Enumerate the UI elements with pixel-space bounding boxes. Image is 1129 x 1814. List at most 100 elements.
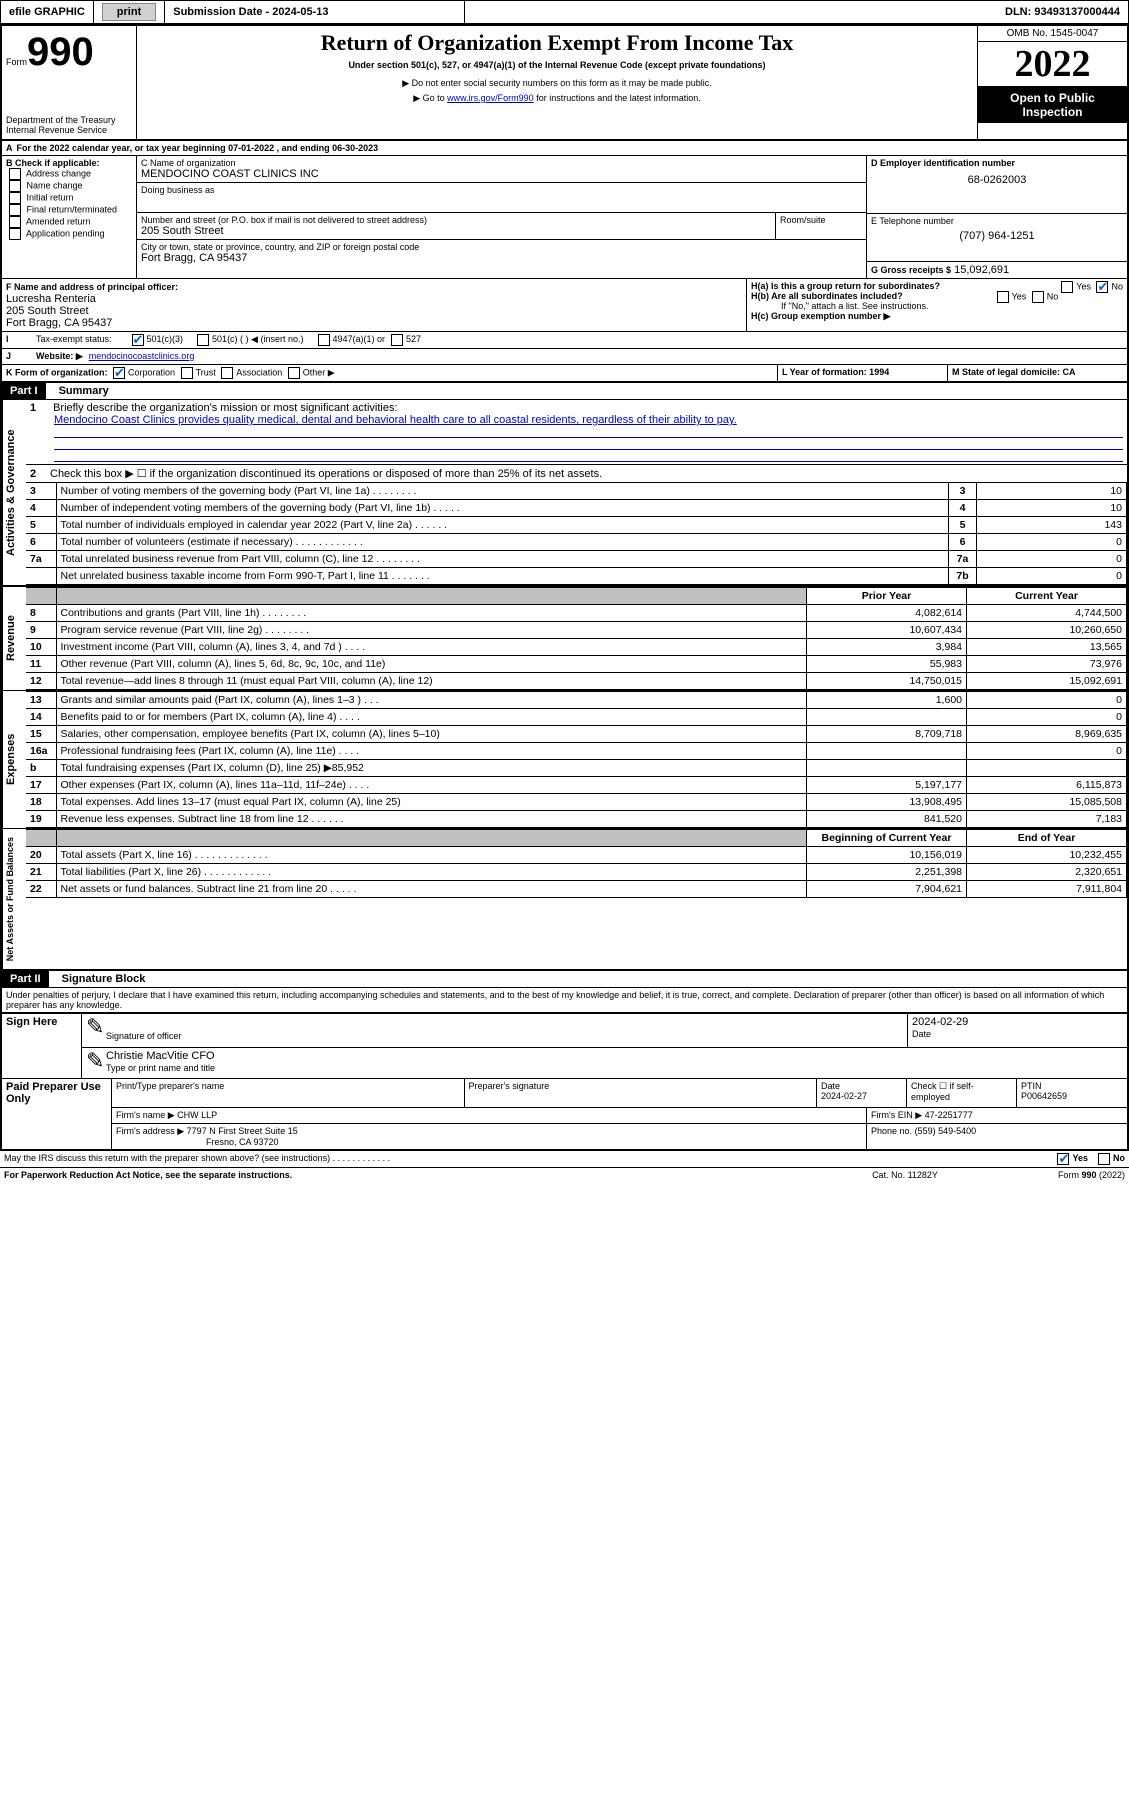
i-label: Tax-exempt status: xyxy=(36,334,112,346)
pen-icon-2: ✎ xyxy=(82,1048,102,1078)
officer-addr2: Fort Bragg, CA 95437 xyxy=(6,317,112,329)
part1-header: Part I Summary xyxy=(0,383,1129,400)
b-checkbox[interactable] xyxy=(9,168,21,180)
firm-ein: 47-2251777 xyxy=(925,1110,973,1120)
k-trust[interactable] xyxy=(181,367,193,379)
hb-no[interactable] xyxy=(1032,291,1044,303)
i-501c[interactable] xyxy=(197,334,209,346)
form-header: Form990 Department of the Treasury Inter… xyxy=(0,24,1129,141)
c-name-label: C Name of organization xyxy=(141,158,862,168)
k-label: K Form of organization: xyxy=(6,367,108,377)
klm-block: K Form of organization: Corporation Trus… xyxy=(0,365,1129,383)
b-checkbox[interactable] xyxy=(9,216,21,228)
k-assoc[interactable] xyxy=(221,367,233,379)
summary-table: Activities & Governance 1 Briefly descri… xyxy=(0,400,1129,587)
pra-notice: For Paperwork Reduction Act Notice, see … xyxy=(4,1170,872,1180)
sig-officer-label: Signature of officer xyxy=(106,1031,181,1041)
irs-link[interactable]: www.irs.gov/Form990 xyxy=(447,93,534,103)
street-address: 205 South Street xyxy=(141,225,771,237)
dba-label: Doing business as xyxy=(141,185,862,195)
vtab-expenses: Expenses xyxy=(2,691,26,828)
form-title: Return of Organization Exempt From Incom… xyxy=(141,30,973,56)
h-note: If "No," attach a list. See instructions… xyxy=(781,301,1123,311)
discuss-row: May the IRS discuss this return with the… xyxy=(0,1151,1129,1167)
goto-link-line: ▶ Go to www.irs.gov/Form990 for instruct… xyxy=(141,93,973,104)
sign-here-label: Sign Here xyxy=(2,1014,82,1078)
firm-label: Firm's name ▶ xyxy=(116,1110,175,1120)
dept-treasury: Department of the Treasury xyxy=(6,115,132,125)
form-label: Form xyxy=(6,57,27,67)
b-checkbox[interactable] xyxy=(9,192,21,204)
top-bar: efile GRAPHIC print Submission Date - 20… xyxy=(0,0,1129,24)
discuss-no[interactable] xyxy=(1098,1153,1110,1165)
firm-ein-label: Firm's EIN ▶ xyxy=(871,1110,922,1120)
hb-label: H(b) Are all subordinates included? xyxy=(751,291,903,301)
line-j: J Website: ▶ mendocinocoastclinics.org xyxy=(0,349,1129,365)
g-label: G Gross receipts $ xyxy=(871,265,951,275)
i-4947[interactable] xyxy=(318,334,330,346)
submission-date: Submission Date - 2024-05-13 xyxy=(165,1,465,23)
firm-addr-label: Firm's address ▶ xyxy=(116,1126,184,1136)
self-employed: Check ☐ if self-employed xyxy=(907,1079,1017,1107)
gross-receipts: 15,092,691 xyxy=(954,264,1009,276)
hb-yes[interactable] xyxy=(997,291,1009,303)
form-ref: Form 990 (2022) xyxy=(1058,1170,1125,1180)
discuss-yes[interactable] xyxy=(1057,1153,1069,1165)
penalties-text: Under penalties of perjury, I declare th… xyxy=(0,988,1129,1014)
line-i: I Tax-exempt status: 501(c)(3) 501(c) ( … xyxy=(0,332,1129,349)
officer-name: Lucresha Renteria xyxy=(6,293,96,305)
form-subtitle: Under section 501(c), 527, or 4947(a)(1)… xyxy=(141,60,973,70)
cat-no: Cat. No. 11282Y xyxy=(872,1170,938,1180)
footer-row: For Paperwork Reduction Act Notice, see … xyxy=(0,1167,1129,1182)
firm-name: CHW LLP xyxy=(177,1110,217,1120)
addr-label: Number and street (or P.O. box if mail i… xyxy=(141,215,771,225)
k-corp[interactable] xyxy=(113,367,125,379)
prep-date: 2024-02-27 xyxy=(821,1091,867,1101)
i-501c3[interactable] xyxy=(132,334,144,346)
paid-preparer-block: Paid Preparer Use Only Print/Type prepar… xyxy=(0,1079,1129,1151)
ha-no[interactable] xyxy=(1096,281,1108,293)
city-state-zip: Fort Bragg, CA 95437 xyxy=(141,252,862,264)
mission-text[interactable]: Mendocino Coast Clinics provides quality… xyxy=(54,414,737,426)
b-checkbox[interactable] xyxy=(9,204,21,216)
preparer-name-label: Print/Type preparer's name xyxy=(116,1081,224,1091)
k-other[interactable] xyxy=(288,367,300,379)
open-public: Open to Public Inspection xyxy=(978,87,1127,123)
ha-yes[interactable] xyxy=(1061,281,1073,293)
firm-phone-label: Phone no. xyxy=(871,1126,912,1136)
sign-here-block: Sign Here ✎ Signature of officer 2024-02… xyxy=(0,1014,1129,1079)
firm-addr1: 7797 N First Street Suite 15 xyxy=(187,1126,298,1136)
expenses-block: Expenses 13Grants and similar amounts pa… xyxy=(0,691,1129,829)
bcdeg-block: B Check if applicable: Address change Na… xyxy=(0,156,1129,279)
telephone: (707) 964-1251 xyxy=(871,230,1123,242)
form-number: 990 xyxy=(27,30,94,74)
tax-year: 2022 xyxy=(978,42,1127,87)
fh-block: F Name and address of principal officer:… xyxy=(0,279,1129,332)
preparer-sig-label: Preparer's signature xyxy=(465,1079,818,1107)
pen-icon: ✎ xyxy=(82,1014,102,1047)
paid-label: Paid Preparer Use Only xyxy=(2,1079,112,1149)
vtab-netassets: Net Assets or Fund Balances xyxy=(2,829,26,969)
ein: 68-0262003 xyxy=(871,174,1123,186)
firm-phone: (559) 549-5400 xyxy=(915,1126,977,1136)
officer-addr1: 205 South Street xyxy=(6,305,89,317)
netassets-block: Net Assets or Fund Balances Beginning of… xyxy=(0,829,1129,971)
b-checkbox[interactable] xyxy=(9,180,21,192)
b-label: B Check if applicable: xyxy=(6,158,132,168)
b-checkbox[interactable] xyxy=(9,228,21,240)
website-link[interactable]: mendocinocoastclinics.org xyxy=(89,351,195,362)
ptin-label: PTIN xyxy=(1021,1081,1042,1091)
ha-label: H(a) Is this a group return for subordin… xyxy=(751,281,940,291)
vtab-revenue: Revenue xyxy=(2,587,26,690)
hc-label: H(c) Group exemption number ▶ xyxy=(751,311,1123,322)
l1-label: Briefly describe the organization's miss… xyxy=(53,402,397,414)
firm-addr2: Fresno, CA 93720 xyxy=(206,1137,279,1147)
org-name: MENDOCINO COAST CLINICS INC xyxy=(141,168,862,180)
j-label: Website: ▶ xyxy=(36,351,83,362)
dln: DLN: 93493137000444 xyxy=(997,1,1128,23)
revenue-block: Revenue Prior YearCurrent Year8Contribut… xyxy=(0,587,1129,691)
print-button[interactable]: print xyxy=(94,1,165,23)
room-suite: Room/suite xyxy=(776,213,866,239)
i-527[interactable] xyxy=(391,334,403,346)
city-label: City or town, state or province, country… xyxy=(141,242,862,252)
